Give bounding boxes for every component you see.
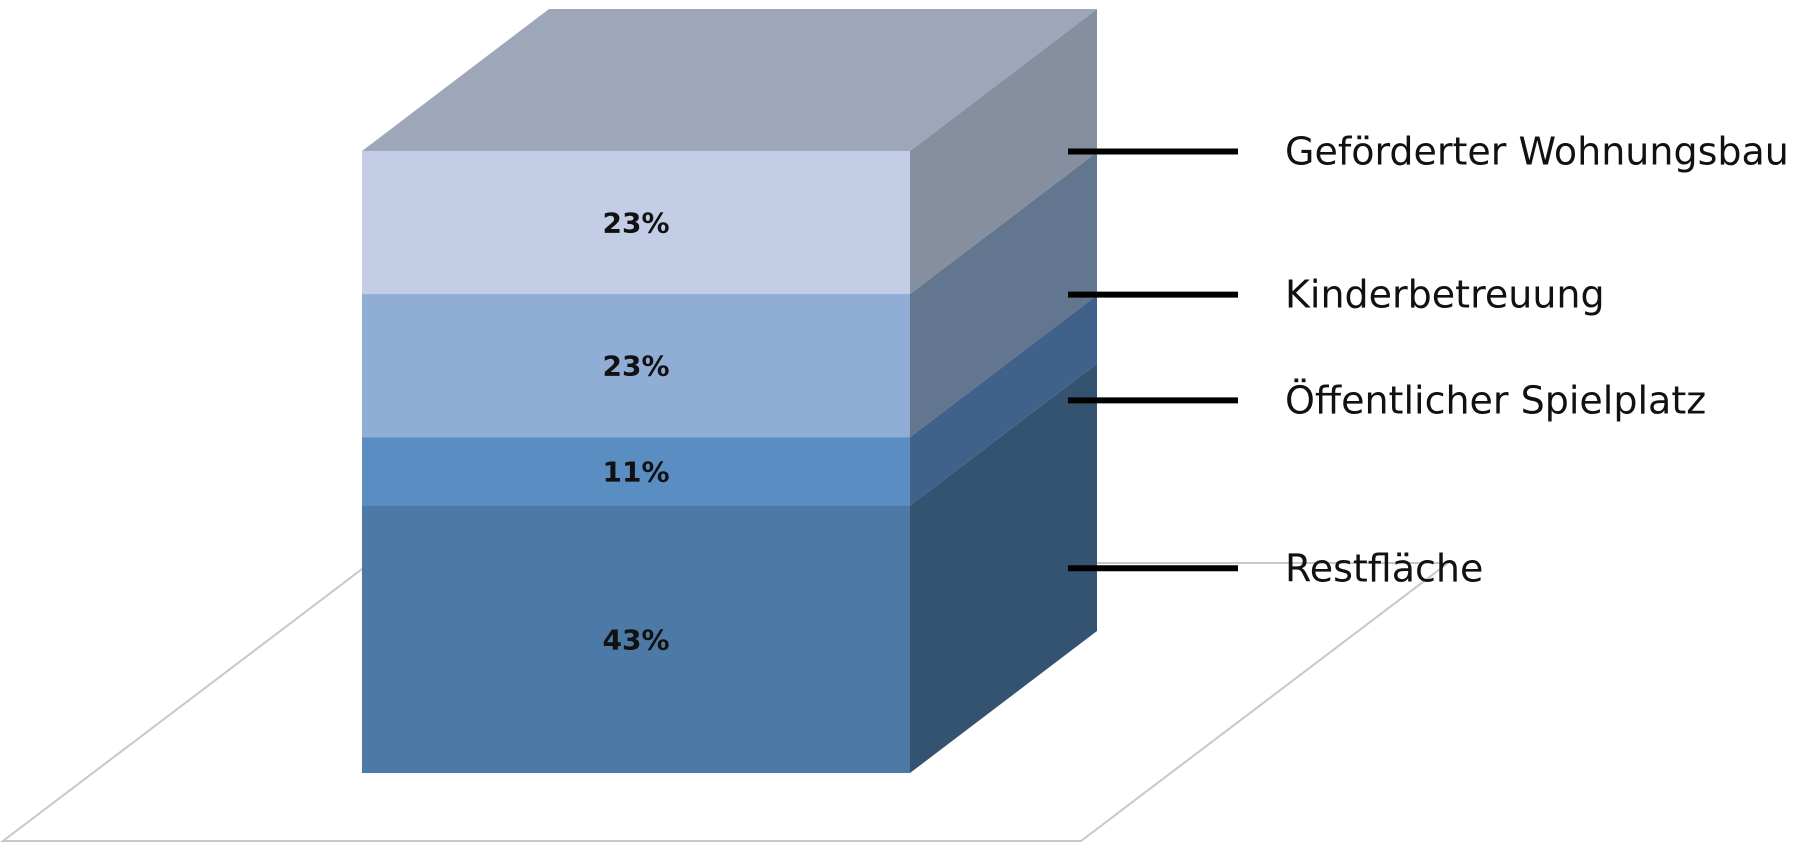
data-label-oeffentlicher-spielplatz: 11% [602, 455, 669, 488]
bar-segments [362, 9, 1097, 773]
data-label-kinderbetreuung: 23% [602, 350, 669, 383]
bar-top-face [362, 9, 1097, 151]
bar-segment-side-oeffentlicher-spielplatz [910, 295, 1097, 506]
bar-segment-side-gefoerderter-wohnungsbau [910, 9, 1097, 295]
legend-label-kinderbetreuung: Kinderbetreuung [1285, 273, 1605, 317]
bar-segment-side-kinderbetreuung [910, 152, 1097, 438]
legend-label-gefoerderter-wohnungsbau: Geförderter Wohnungsbau [1285, 130, 1789, 174]
bar-segment-kinderbetreuung [362, 294, 910, 438]
bar-segment-side-restflaeche [910, 363, 1097, 773]
bar-segment-restflaeche [362, 505, 910, 773]
bar-segment-oeffentlicher-spielplatz [362, 437, 910, 506]
data-label-gefoerderter-wohnungsbau: 23% [602, 207, 669, 240]
data-label-restflaeche: 43% [602, 623, 669, 656]
bar-segment-gefoerderter-wohnungsbau [362, 151, 910, 295]
data-labels: 43% 11% 23% 23% [602, 207, 669, 657]
legend-label-restflaeche: Restfläche [1285, 546, 1483, 590]
legend: Restfläche Öffentlicher Spielplatz Kinderb… [1068, 130, 1789, 590]
legend-label-oeffentlicher-spielplatz: Öffentlicher Spielplatz [1285, 378, 1706, 422]
